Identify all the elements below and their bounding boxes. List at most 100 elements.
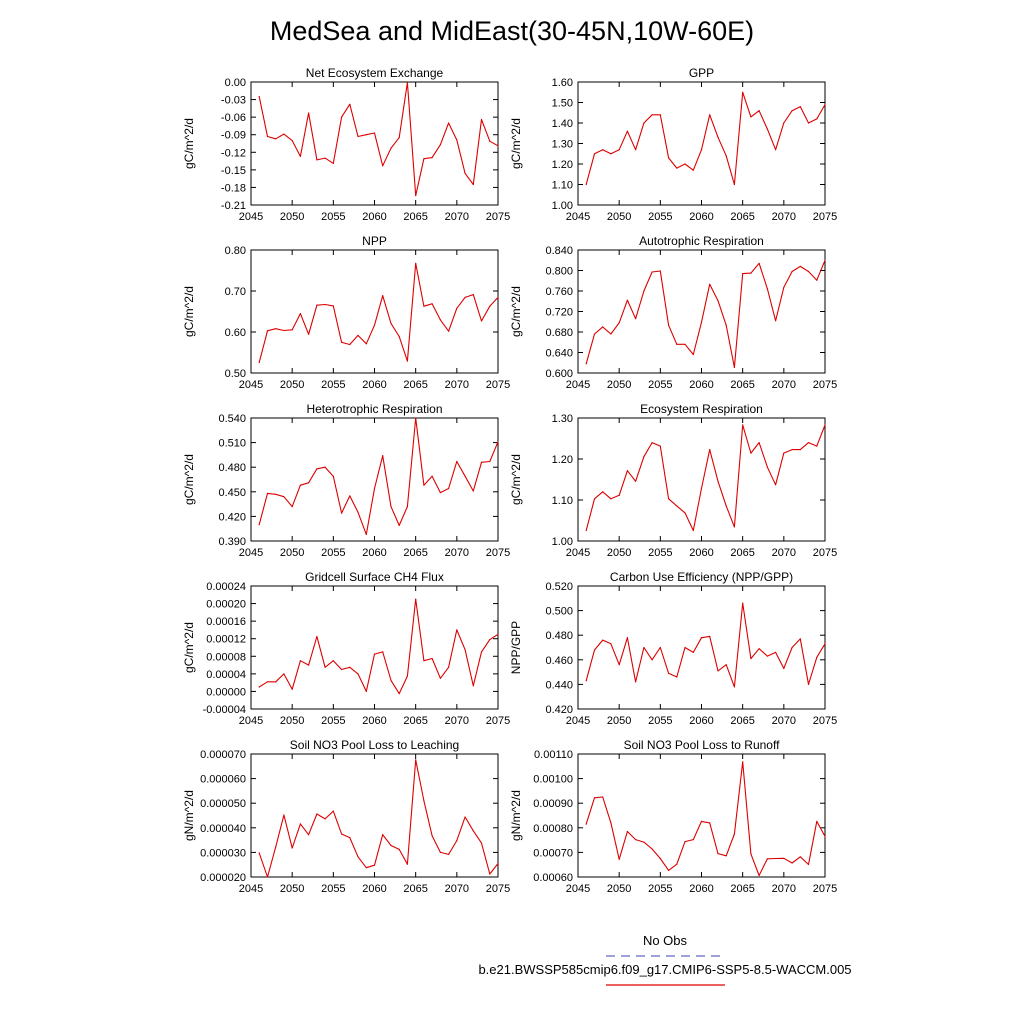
data-point xyxy=(709,114,711,116)
x-tick-label: 2075 xyxy=(813,211,837,223)
data-point xyxy=(464,296,466,298)
y-tick-label: 0.420 xyxy=(545,704,573,716)
x-tick-label: 2065 xyxy=(403,547,427,559)
data-point xyxy=(659,114,661,116)
data-point xyxy=(709,283,711,285)
data-point xyxy=(332,475,334,477)
data-point xyxy=(316,304,318,306)
y-tick-label: 1.60 xyxy=(552,77,573,89)
data-point xyxy=(742,91,744,93)
data-point xyxy=(791,110,793,112)
data-point xyxy=(456,139,458,141)
data-point xyxy=(291,688,293,690)
data-point xyxy=(299,823,301,825)
data-point xyxy=(593,649,596,651)
data-point xyxy=(717,480,719,482)
data-point xyxy=(308,112,310,114)
y-tick-label: 1.00 xyxy=(552,536,573,548)
data-point xyxy=(406,360,408,362)
data-point xyxy=(291,847,293,849)
data-point xyxy=(439,677,441,679)
x-tick-label: 2055 xyxy=(321,547,345,559)
data-point xyxy=(775,149,777,151)
x-tick-label: 2060 xyxy=(362,211,386,223)
x-tick-label: 2055 xyxy=(648,715,672,727)
data-point xyxy=(775,651,777,654)
x-tick-label: 2060 xyxy=(362,379,386,391)
x-tick-label: 2065 xyxy=(403,883,427,895)
x-tick-label: 2075 xyxy=(813,547,837,559)
data-point xyxy=(626,637,629,639)
y-tick-label: 1.20 xyxy=(552,159,573,171)
data-point xyxy=(602,796,604,798)
panel-title: Soil NO3 Pool Loss to Runoff xyxy=(624,738,781,752)
data-point xyxy=(258,686,260,688)
data-point xyxy=(643,122,645,124)
data-point xyxy=(618,149,620,151)
data-point xyxy=(480,118,483,121)
data-point xyxy=(357,334,359,336)
data-point xyxy=(480,842,483,844)
data-point xyxy=(448,330,450,332)
x-tick-label: 2045 xyxy=(239,211,263,223)
series-line xyxy=(585,260,826,368)
x-tick-label: 2070 xyxy=(445,211,469,223)
data-point xyxy=(373,864,376,866)
data-point xyxy=(480,320,483,322)
data-point xyxy=(291,140,293,142)
data-point xyxy=(373,324,376,326)
x-tick-label: 2065 xyxy=(730,883,754,895)
data-point xyxy=(390,506,392,508)
data-point xyxy=(643,841,645,843)
data-point xyxy=(406,863,408,865)
data-point xyxy=(643,646,645,649)
data-point xyxy=(472,490,474,492)
panel-title: Net Ecosystem Exchange xyxy=(306,66,444,80)
data-point xyxy=(283,814,285,816)
data-point xyxy=(423,158,425,160)
data-point xyxy=(382,651,384,653)
x-tick-label: 2065 xyxy=(730,379,754,391)
data-point xyxy=(750,116,752,118)
data-point xyxy=(258,852,260,854)
data-point xyxy=(489,639,491,641)
x-tick-label: 2050 xyxy=(607,211,631,223)
data-point xyxy=(602,326,604,328)
data-point xyxy=(651,848,653,850)
panel-title: GPP xyxy=(689,66,714,80)
data-point xyxy=(398,524,400,527)
panel-8: Carbon Use Efficiency (NPP/GPP) 0.520 0.50… xyxy=(509,570,837,727)
data-point xyxy=(431,157,433,159)
panel-1: Net Ecosystem Exchange 0.00 -0.03 -0.06 -0.0… xyxy=(182,66,510,223)
y-tick-label: 0.00000 xyxy=(206,686,246,698)
data-point xyxy=(816,820,818,823)
data-point xyxy=(725,324,727,326)
y-tick-label: 0.420 xyxy=(218,511,246,523)
y-tick-label: 0.450 xyxy=(218,487,246,499)
plot-frame xyxy=(577,249,826,374)
data-point xyxy=(448,122,450,124)
data-point xyxy=(635,480,637,482)
y-tick-label: 0.000070 xyxy=(200,749,246,761)
data-point xyxy=(659,270,661,272)
data-point xyxy=(700,820,703,823)
data-point xyxy=(709,822,711,824)
x-tick-label: 2050 xyxy=(280,715,304,727)
data-point xyxy=(717,300,719,302)
data-point xyxy=(766,655,769,657)
data-point xyxy=(602,639,604,641)
data-point xyxy=(651,659,653,661)
data-point xyxy=(275,138,277,140)
x-tick-label: 2045 xyxy=(566,211,590,223)
panel-9: Soil NO3 Pool Loss to Leaching 0.000070 0.… xyxy=(182,738,510,895)
x-tick-label: 2050 xyxy=(280,547,304,559)
data-point xyxy=(816,118,818,120)
x-tick-label: 2045 xyxy=(239,379,263,391)
x-tick-label: 2050 xyxy=(280,211,304,223)
plot-frame xyxy=(250,585,499,710)
data-point xyxy=(365,867,367,869)
data-point xyxy=(791,862,793,864)
x-tick-label: 2065 xyxy=(730,547,754,559)
data-point xyxy=(610,498,612,500)
